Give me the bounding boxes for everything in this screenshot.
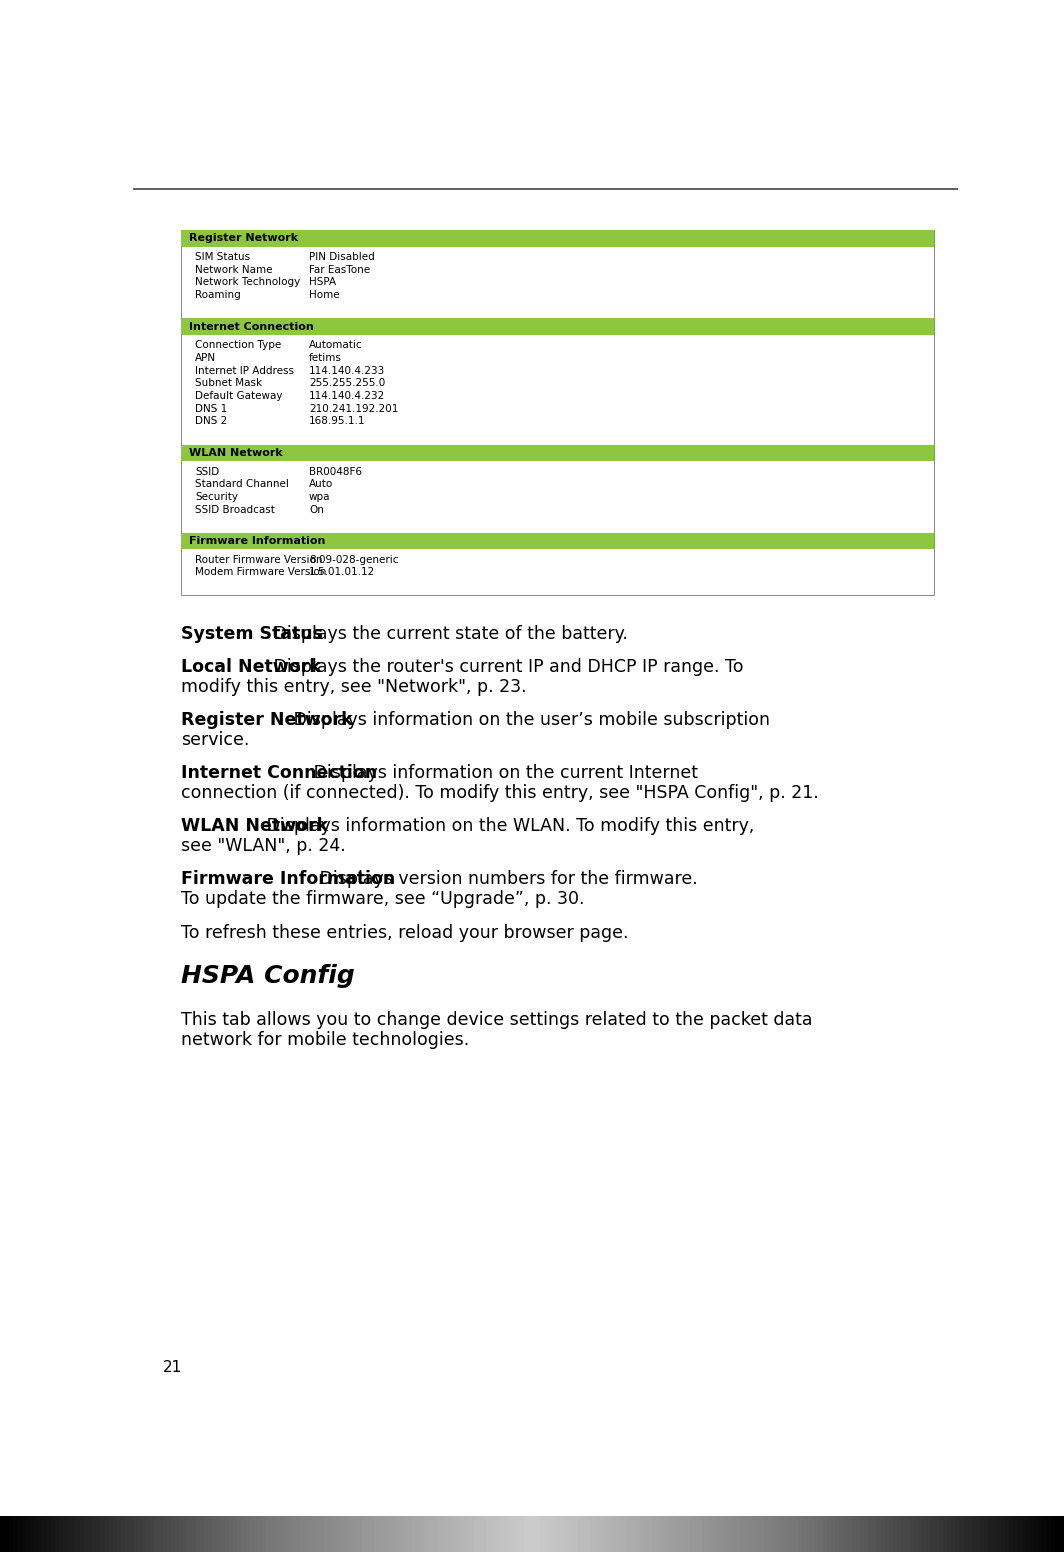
Text: SSID Broadcast: SSID Broadcast [195, 504, 275, 515]
Text: connection (if connected). To modify this entry, see "HSPA Config", p. 21.: connection (if connected). To modify thi… [181, 784, 819, 802]
Text: Subnet Mask: Subnet Mask [195, 379, 262, 388]
Text: WLAN Network: WLAN Network [181, 818, 328, 835]
Text: DNS 2: DNS 2 [195, 416, 228, 427]
Text: Displays the router's current IP and DHCP IP range. To: Displays the router's current IP and DHC… [268, 658, 743, 675]
Text: 114.140.4.232: 114.140.4.232 [309, 391, 385, 400]
Bar [181, 230, 934, 596]
Text: ™: ™ [842, 1355, 854, 1369]
Text: modify this entry, see "Network", p. 23.: modify this entry, see "Network", p. 23. [181, 678, 527, 695]
Text: wpa: wpa [309, 492, 331, 501]
Text: Firmware Information: Firmware Information [188, 535, 326, 546]
Text: Register Network: Register Network [188, 233, 298, 244]
Bar [181, 444, 934, 461]
Text: To refresh these entries, reload your browser page.: To refresh these entries, reload your br… [181, 923, 629, 942]
Text: SSID: SSID [195, 467, 219, 476]
Text: Standard Channel: Standard Channel [195, 480, 288, 489]
Text: Network Technology: Network Technology [195, 278, 300, 287]
Text: Auto: Auto [309, 480, 333, 489]
Text: Connection Type: Connection Type [195, 340, 281, 351]
Text: 210.241.192.201: 210.241.192.201 [309, 404, 398, 414]
Text: Displays version numbers for the firmware.: Displays version numbers for the firmwar… [314, 871, 698, 888]
Text: 168.95.1.1: 168.95.1.1 [309, 416, 365, 427]
Text: Far EasTone: Far EasTone [309, 265, 370, 275]
Text: Network Name: Network Name [195, 265, 272, 275]
Text: Modem Firmware Version: Modem Firmware Version [195, 568, 327, 577]
Text: BR0048F6: BR0048F6 [309, 467, 362, 476]
Text: BandLuxe: BandLuxe [727, 1355, 858, 1380]
Text: To update the firmware, see “Upgrade”, p. 30.: To update the firmware, see “Upgrade”, p… [181, 891, 584, 908]
Text: Automatic: Automatic [309, 340, 363, 351]
Bar [181, 532, 934, 549]
Text: Roaming: Roaming [195, 290, 240, 300]
Text: On: On [309, 504, 323, 515]
Text: see "WLAN", p. 24.: see "WLAN", p. 24. [181, 837, 346, 855]
Text: HSPA: HSPA [309, 278, 336, 287]
Text: PIN Disabled: PIN Disabled [309, 251, 375, 262]
Text: fetims: fetims [309, 352, 342, 363]
Bar [181, 318, 934, 335]
Text: APN: APN [195, 352, 216, 363]
Text: Security: Security [195, 492, 238, 501]
Text: System Status: System Status [181, 625, 323, 643]
Text: Internet Connection: Internet Connection [181, 764, 377, 782]
Text: 21: 21 [163, 1360, 182, 1375]
Text: Default Gateway: Default Gateway [195, 391, 283, 400]
Text: SIM Status: SIM Status [195, 251, 250, 262]
Text: Displays information on the WLAN. To modify this entry,: Displays information on the WLAN. To mod… [261, 818, 754, 835]
Text: 114.140.4.233: 114.140.4.233 [309, 366, 385, 376]
Bar [181, 230, 934, 247]
Text: DNS 1: DNS 1 [195, 404, 228, 414]
Text: WLAN Network: WLAN Network [188, 449, 283, 458]
Text: 255.255.255.0: 255.255.255.0 [309, 379, 385, 388]
Text: Local Network: Local Network [181, 658, 321, 675]
Text: service.: service. [181, 731, 249, 750]
Text: Internet Connection: Internet Connection [188, 321, 314, 332]
Text: Displays the current state of the battery.: Displays the current state of the batter… [268, 625, 628, 643]
Text: Displays information on the user’s mobile subscription: Displays information on the user’s mobil… [287, 711, 769, 729]
Text: 8.09-028-generic: 8.09-028-generic [309, 554, 398, 565]
Text: Home: Home [309, 290, 339, 300]
Text: 1.5.01.01.12: 1.5.01.01.12 [309, 568, 376, 577]
Text: Firmware Information: Firmware Information [181, 871, 396, 888]
Text: Router Firmware Version: Router Firmware Version [195, 554, 322, 565]
Text: Register Network: Register Network [181, 711, 352, 729]
Text: HSPA Config: HSPA Config [181, 964, 354, 989]
Text: network for mobile technologies.: network for mobile technologies. [181, 1031, 469, 1049]
Text: Internet IP Address: Internet IP Address [195, 366, 294, 376]
Text: Displays information on the current Internet: Displays information on the current Inte… [307, 764, 698, 782]
Text: This tab allows you to change device settings related to the packet data: This tab allows you to change device set… [181, 1010, 813, 1029]
